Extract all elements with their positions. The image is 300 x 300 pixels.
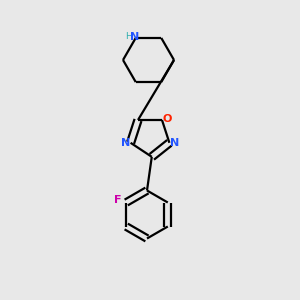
- Text: H: H: [125, 32, 132, 41]
- Text: O: O: [163, 114, 172, 124]
- Text: N: N: [121, 138, 130, 148]
- Text: N: N: [130, 32, 139, 42]
- Text: F: F: [114, 195, 122, 205]
- Text: N: N: [169, 138, 179, 148]
